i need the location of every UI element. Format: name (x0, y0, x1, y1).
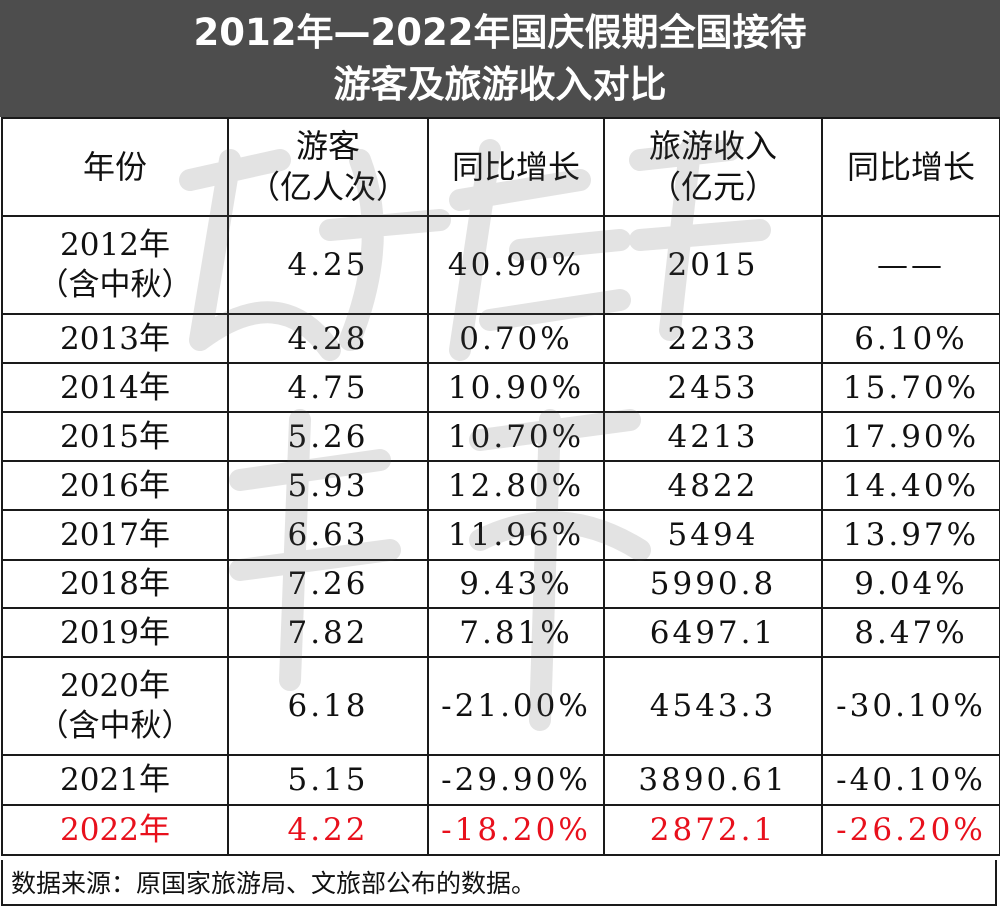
cell-revenue: 2015 (603, 215, 823, 315)
cell-visitors: 4.28 (227, 313, 429, 364)
cell-revenue-yoy: 8.47% (821, 607, 1000, 658)
cell-visitors: 6.18 (227, 656, 429, 756)
cell-year: 2016年 (1, 460, 229, 511)
cell-revenue: 4543.3 (603, 656, 823, 756)
cell-revenue-yoy: -40.10% (821, 754, 1000, 806)
cell-year: 2020年 （含中秋） (1, 656, 229, 756)
cell-visitors: 7.82 (227, 607, 429, 658)
cell-visitors: 4.75 (227, 362, 429, 413)
cell-year: 2014年 (1, 362, 229, 413)
source-note: 数据来源：原国家旅游局、文旅部公布的数据。 (1, 860, 997, 906)
title-line-1: 2012年—2022年国庆假期全国接待 (193, 10, 807, 54)
cell-revenue: 2233 (603, 313, 823, 364)
cell-visitors: 7.26 (227, 559, 429, 609)
title-line-2: 游客及旅游收入对比 (333, 62, 667, 106)
cell-year: 2012年 （含中秋） (1, 215, 229, 315)
cell-visitors-yoy: 7.81% (427, 607, 605, 658)
cell-revenue-yoy: -30.10% (821, 656, 1000, 756)
cell-revenue-yoy: 17.90% (821, 411, 1000, 462)
cell-year: 2018年 (1, 559, 229, 609)
header-visitors: 游客 （亿人次） (227, 117, 429, 217)
table-row: 2018年 7.26 9.43% 5990.8 9.04% (1, 559, 1000, 609)
header-revenue: 旅游收入 （亿元） (603, 117, 823, 217)
cell-revenue: 4213 (603, 411, 823, 462)
cell-year: 2017年 (1, 509, 229, 561)
cell-visitors: 5.15 (227, 754, 429, 806)
cell-visitors-yoy: 11.96% (427, 509, 605, 561)
cell-revenue-yoy: 13.97% (821, 509, 1000, 561)
cell-revenue: 2872.1 (603, 804, 823, 856)
tourism-comparison-table: 年份 游客 （亿人次） 同比增长 旅游收入 （亿元） 同比增长 2012年 （含中… (1, 117, 1000, 856)
cell-revenue: 2453 (603, 362, 823, 413)
cell-visitors-yoy: 10.90% (427, 362, 605, 413)
table-row: 2012年 （含中秋） 4.25 40.90% 2015 —— (1, 215, 1000, 315)
cell-revenue-yoy: 15.70% (821, 362, 1000, 413)
cell-revenue-yoy: 9.04% (821, 559, 1000, 609)
cell-year-note: （含中秋） (37, 708, 193, 744)
cell-revenue-yoy: 6.10% (821, 313, 1000, 364)
table-row: 2017年 6.63 11.96% 5494 13.97% (1, 509, 1000, 561)
cell-visitors-yoy: -29.90% (427, 754, 605, 806)
cell-revenue: 5494 (603, 509, 823, 561)
cell-year: 2019年 (1, 607, 229, 658)
header-row: 年份 游客 （亿人次） 同比增长 旅游收入 （亿元） 同比增长 (1, 117, 1000, 217)
table-row: 2013年 4.28 0.70% 2233 6.10% (1, 313, 1000, 364)
cell-visitors: 4.22 (227, 804, 429, 856)
cell-visitors: 4.25 (227, 215, 429, 315)
cell-revenue-yoy: 14.40% (821, 460, 1000, 511)
cell-visitors-yoy: 12.80% (427, 460, 605, 511)
cell-year: 2022年 (1, 804, 229, 856)
table-row: 2022年 4.22 -18.20% 2872.1 -26.20% (1, 804, 1000, 856)
table-row: 2020年 （含中秋） 6.18 -21.00% 4543.3 -30.10% (1, 656, 1000, 756)
table-row: 2021年 5.15 -29.90% 3890.61 -40.10% (1, 754, 1000, 806)
cell-revenue-yoy: —— (821, 215, 1000, 315)
table-row: 2014年 4.75 10.90% 2453 15.70% (1, 362, 1000, 413)
cell-visitors: 6.63 (227, 509, 429, 561)
cell-visitors-yoy: 0.70% (427, 313, 605, 364)
cell-revenue-yoy: -26.20% (821, 804, 1000, 856)
header-visitors-yoy: 同比增长 (427, 117, 605, 217)
table-row: 2016年 5.93 12.80% 4822 14.40% (1, 460, 1000, 511)
cell-visitors-yoy: -21.00% (427, 656, 605, 756)
cell-revenue: 5990.8 (603, 559, 823, 609)
table-row: 2019年 7.82 7.81% 6497.1 8.47% (1, 607, 1000, 658)
cell-visitors-yoy: 10.70% (427, 411, 605, 462)
cell-visitors-yoy: 9.43% (427, 559, 605, 609)
title-banner: 2012年—2022年国庆假期全国接待 游客及旅游收入对比 (0, 0, 1000, 117)
table-body: 2012年 （含中秋） 4.25 40.90% 2015 —— 2013年 4.28 0.70%… (1, 215, 1000, 856)
cell-visitors: 5.93 (227, 460, 429, 511)
cell-revenue: 3890.61 (603, 754, 823, 806)
cell-visitors: 5.26 (227, 411, 429, 462)
cell-visitors-yoy: -18.20% (427, 804, 605, 856)
cell-year: 2013年 (1, 313, 229, 364)
cell-year: 2021年 (1, 754, 229, 806)
cell-year-note: （含中秋） (37, 267, 193, 303)
cell-visitors-yoy: 40.90% (427, 215, 605, 315)
cell-revenue: 4822 (603, 460, 823, 511)
header-year: 年份 (1, 117, 229, 217)
cell-year: 2015年 (1, 411, 229, 462)
header-revenue-yoy: 同比增长 (821, 117, 1000, 217)
cell-revenue: 6497.1 (603, 607, 823, 658)
table-row: 2015年 5.26 10.70% 4213 17.90% (1, 411, 1000, 462)
